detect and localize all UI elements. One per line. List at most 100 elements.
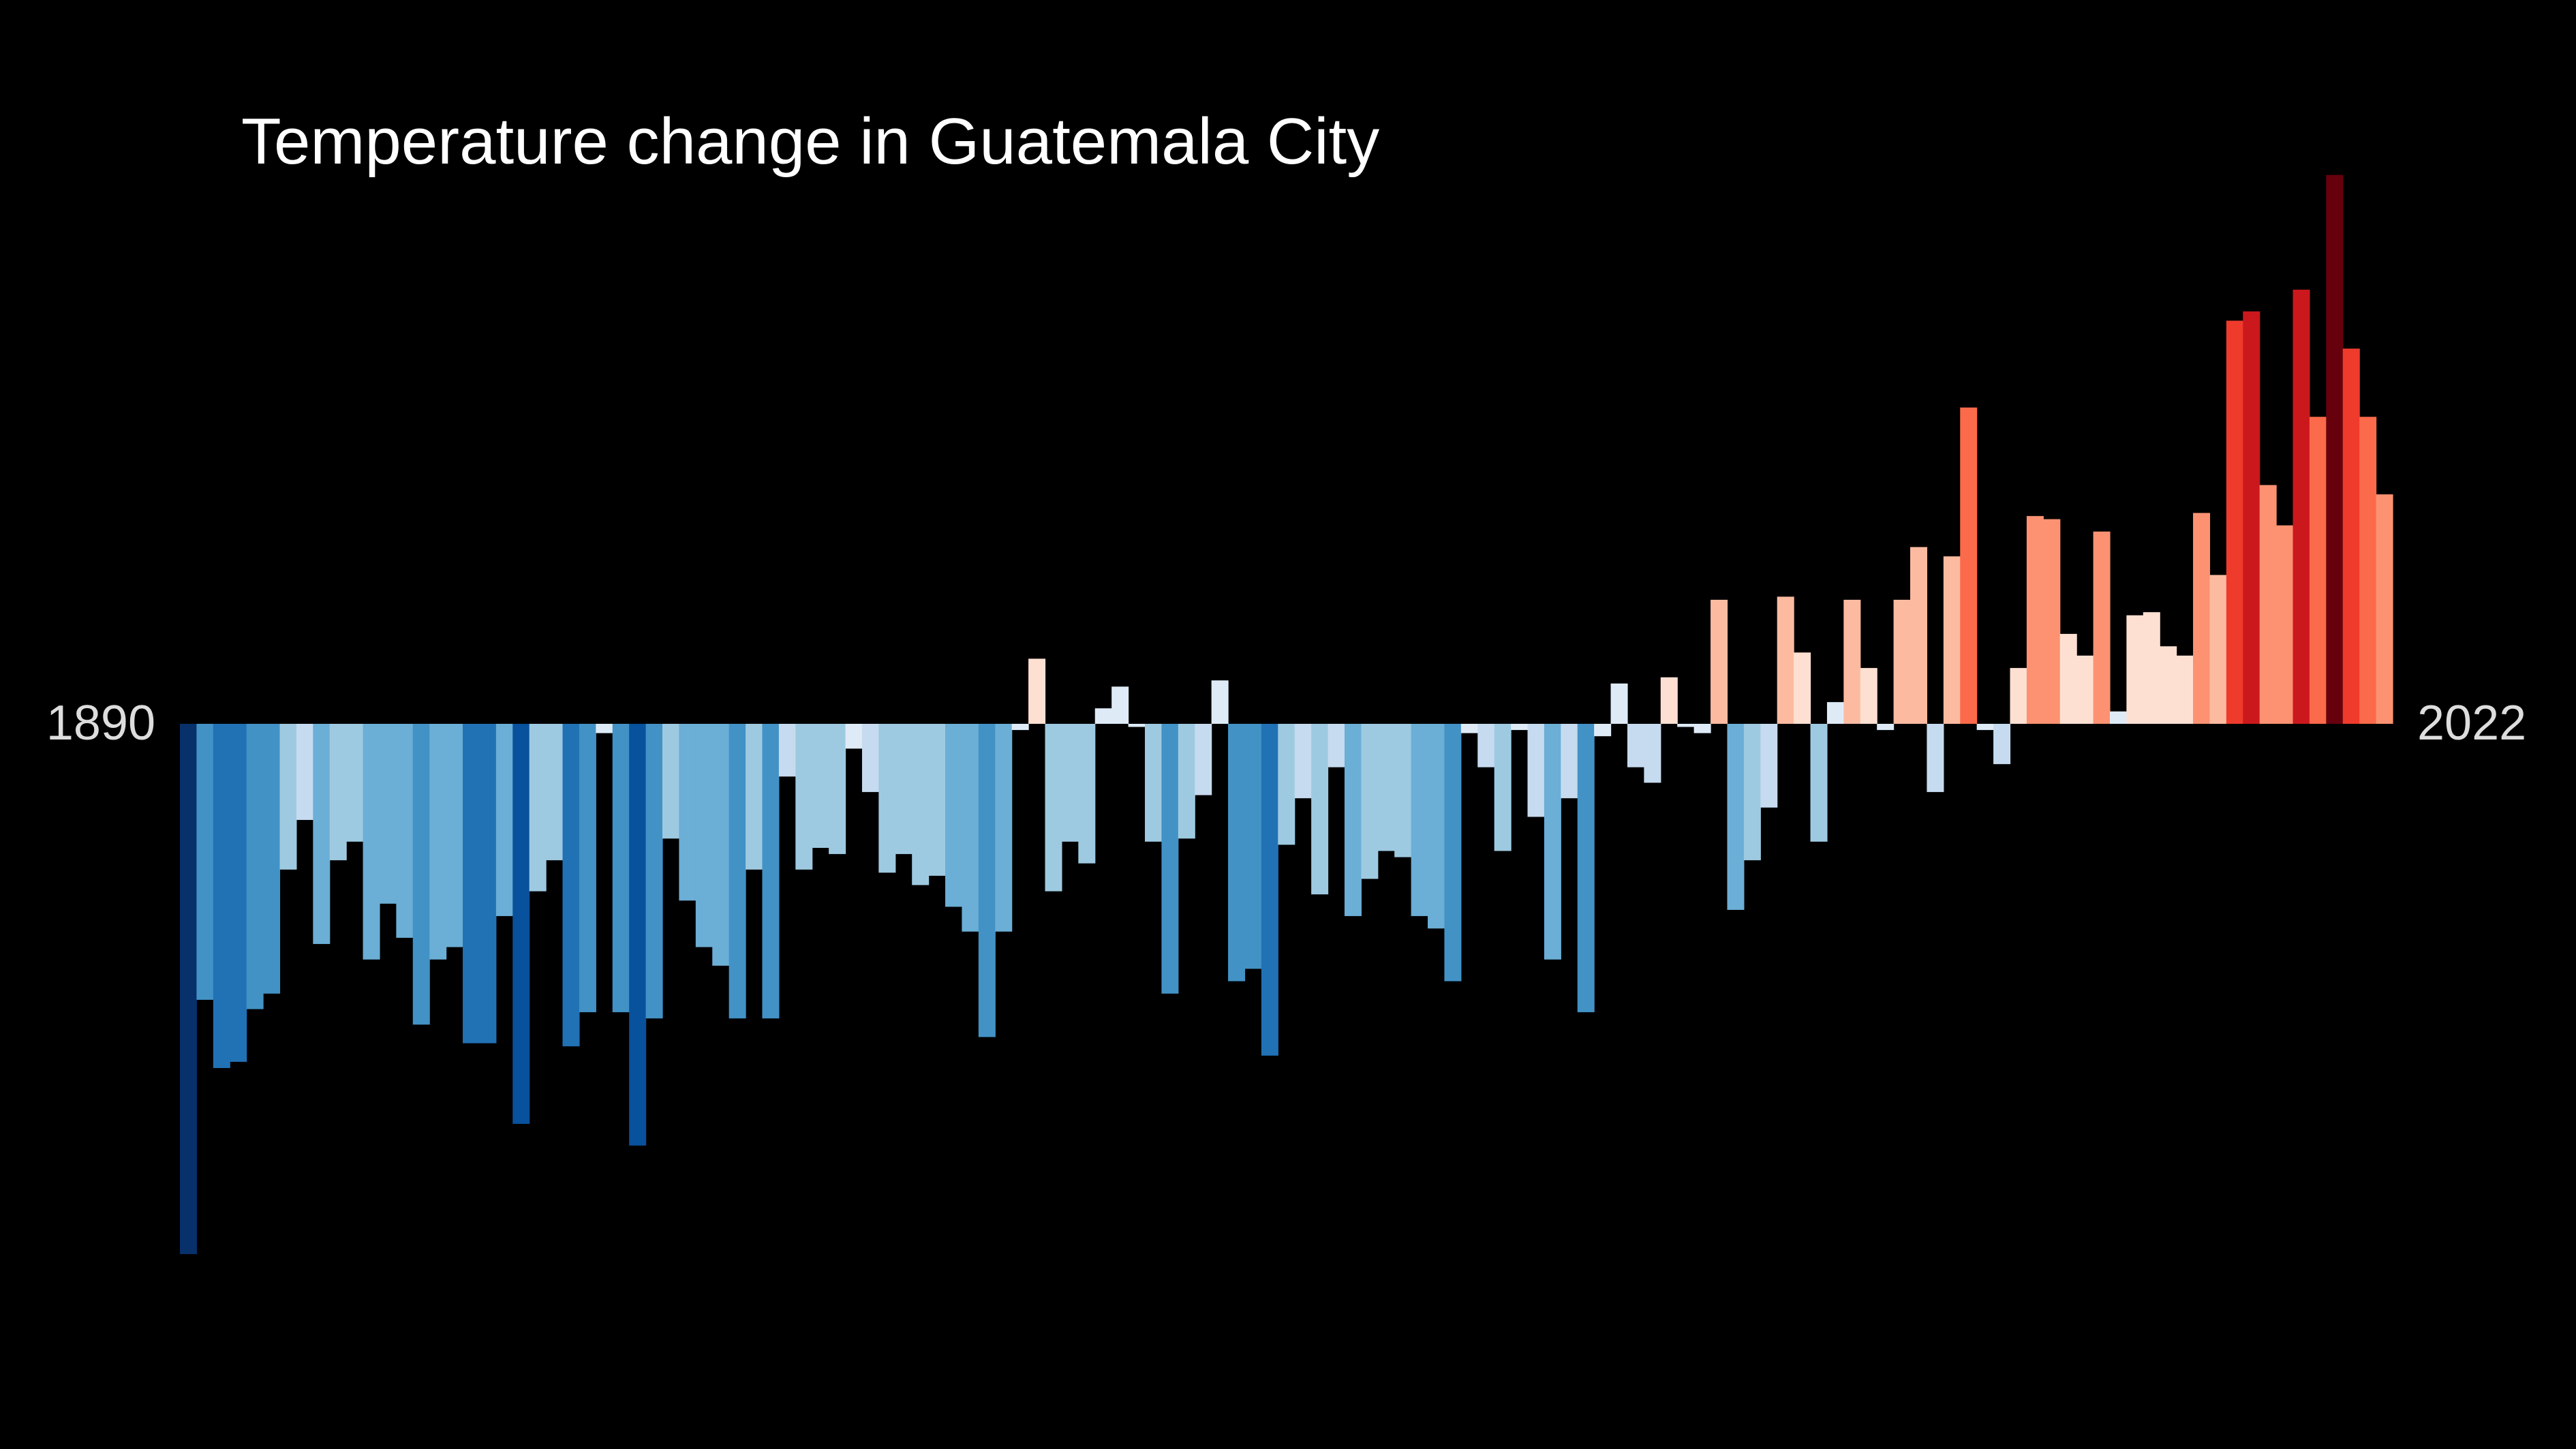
bar-1930 — [845, 724, 863, 749]
bar-1977 — [1627, 724, 1644, 767]
bar-1942 — [1045, 724, 1062, 891]
bar-1928 — [812, 724, 829, 848]
bar-2017 — [2293, 290, 2310, 724]
bar-1984 — [1743, 724, 1761, 861]
bar-1919 — [662, 724, 679, 839]
bar-1955 — [1261, 724, 1278, 1056]
bar-1898 — [313, 724, 331, 945]
bar-1973 — [1561, 724, 1578, 799]
bar-1939 — [995, 724, 1013, 932]
bar-1999 — [1993, 724, 2011, 765]
bar-2011 — [2193, 513, 2211, 724]
bar-1972 — [1544, 724, 1561, 960]
bar-2001 — [2026, 516, 2044, 724]
bar-1904 — [412, 724, 430, 1025]
bar-1917 — [629, 724, 647, 1146]
bar-2020 — [2342, 348, 2360, 724]
bar-1912 — [546, 724, 564, 861]
bar-1967 — [1460, 724, 1478, 733]
bar-2021 — [2359, 416, 2377, 724]
bar-series — [180, 174, 2393, 1255]
bar-1921 — [695, 724, 713, 947]
bar-1936 — [945, 724, 963, 907]
bar-1993 — [1893, 600, 1911, 724]
bar-1899 — [329, 724, 347, 861]
bar-1954 — [1244, 724, 1262, 969]
bar-1975 — [1594, 724, 1612, 737]
bar-1980 — [1677, 724, 1695, 727]
bar-1914 — [579, 724, 596, 1013]
bar-2014 — [2243, 311, 2260, 724]
bar-2004 — [2076, 655, 2094, 724]
bar-2022 — [2376, 494, 2393, 724]
bar-2003 — [2059, 634, 2077, 724]
bar-1952 — [1211, 680, 1229, 724]
bar-1994 — [1910, 547, 1928, 724]
x-start-label: 1890 — [46, 696, 155, 750]
bar-1909 — [495, 724, 513, 917]
bar-1895 — [263, 724, 281, 994]
bar-2010 — [2176, 655, 2194, 724]
bar-1897 — [296, 724, 313, 821]
bar-1985 — [1760, 724, 1778, 808]
bar-2015 — [2259, 485, 2277, 724]
bar-1891 — [196, 724, 214, 1000]
bar-1976 — [1610, 683, 1628, 724]
bar-1940 — [1011, 724, 1029, 731]
bar-1935 — [928, 724, 946, 876]
bar-1970 — [1511, 724, 1529, 731]
bar-1905 — [429, 724, 447, 960]
bar-1946 — [1111, 686, 1129, 724]
bar-1906 — [446, 724, 463, 947]
bar-1974 — [1577, 724, 1595, 1013]
bar-1966 — [1444, 724, 1462, 981]
bar-1948 — [1144, 724, 1162, 842]
bar-1908 — [479, 724, 497, 1043]
bar-1992 — [1877, 724, 1895, 731]
bar-1987 — [1794, 652, 1811, 724]
bar-1962 — [1377, 724, 1395, 851]
bar-1901 — [363, 724, 380, 960]
bar-1918 — [645, 724, 663, 1019]
bar-1950 — [1178, 724, 1195, 839]
bar-1915 — [596, 724, 613, 733]
bar-2019 — [2326, 174, 2344, 724]
bar-1956 — [1278, 724, 1295, 845]
bar-1944 — [1078, 724, 1096, 864]
bar-1988 — [1810, 724, 1828, 842]
bar-1990 — [1843, 600, 1861, 724]
bar-1951 — [1195, 724, 1212, 795]
bar-1964 — [1411, 724, 1428, 917]
x-end-label: 2022 — [2417, 696, 2527, 750]
bar-1998 — [1976, 724, 1994, 731]
bar-1933 — [895, 724, 913, 855]
bar-1957 — [1294, 724, 1312, 799]
bar-1893 — [230, 724, 247, 1062]
bar-1953 — [1228, 724, 1246, 981]
bar-1968 — [1477, 724, 1495, 767]
bar-1927 — [795, 724, 813, 870]
bar-1922 — [712, 724, 730, 966]
bar-1986 — [1777, 596, 1794, 724]
bar-1934 — [912, 724, 930, 885]
bar-2006 — [2109, 711, 2127, 724]
bar-2012 — [2209, 575, 2227, 724]
bar-1923 — [729, 724, 746, 1019]
bar-1971 — [1527, 724, 1545, 817]
bar-1965 — [1428, 724, 1445, 929]
bar-1911 — [529, 724, 547, 891]
bar-1979 — [1660, 677, 1678, 724]
bar-1902 — [379, 724, 397, 904]
bar-1991 — [1860, 668, 1877, 724]
bar-1932 — [878, 724, 896, 873]
bar-1941 — [1028, 658, 1046, 724]
bar-1907 — [463, 724, 480, 1043]
bar-1920 — [679, 724, 696, 901]
bar-1960 — [1344, 724, 1362, 917]
bar-1989 — [1826, 702, 1844, 724]
bar-2005 — [2093, 531, 2111, 724]
chart-title: Temperature change in Guatemala City — [241, 105, 1380, 178]
bar-1916 — [612, 724, 630, 1013]
bar-1959 — [1328, 724, 1345, 767]
